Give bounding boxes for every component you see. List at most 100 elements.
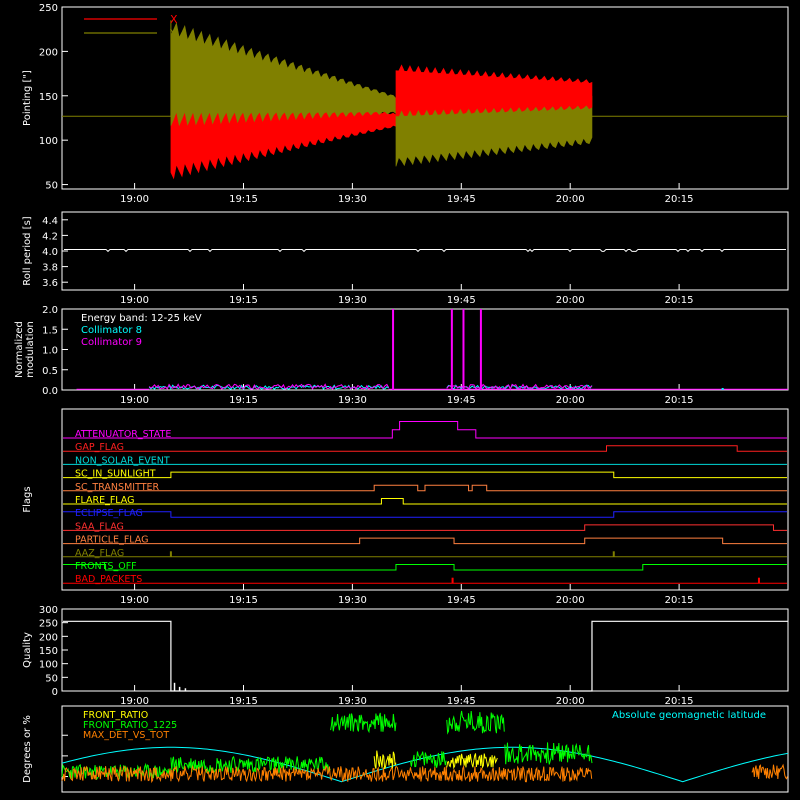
roll-xtick-label: 20:00 [556, 295, 585, 306]
roll-xtick-label: 19:15 [229, 295, 258, 306]
pointing-x-series [395, 64, 593, 117]
flag-line-sc_transmitter [63, 484, 787, 492]
quality-ytick-label: 0 [52, 687, 58, 698]
ratios-front-ratio-1225-series [446, 710, 505, 735]
ratios-front-ratio-1225-series [504, 742, 593, 765]
flag-label: SC_IN_SUNLIGHT [75, 469, 156, 480]
quality-ytick-label: 50 [45, 673, 58, 684]
ratios-annotation: Absolute geomagnetic latitude [612, 710, 766, 721]
pointing-legend-label: X [170, 13, 178, 26]
pointing-xtick-label: 19:30 [338, 194, 367, 205]
ratios-legend-label: MAX_DET_VS_TOT [83, 730, 169, 741]
quality-xtick-label: 19:00 [120, 696, 149, 707]
roll-ytick-label: 4.0 [42, 247, 58, 258]
flag-label: NON_SOLAR_EVENT [75, 455, 170, 466]
roll-xtick-label: 19:45 [447, 295, 476, 306]
modulation-xtick-label: 20:00 [556, 395, 585, 406]
modulation-xtick-label: 19:00 [120, 395, 149, 406]
pointing-ylabel: Pointing ["] [22, 70, 33, 126]
pointing-y-series [170, 22, 397, 127]
quality-series [63, 620, 788, 692]
flag-label: GAP_FLAG [75, 442, 124, 453]
modulation-ytick-label: 2.0 [42, 305, 58, 316]
flags-xtick-label: 20:15 [665, 595, 694, 606]
pointing-panel: 19:00 19:15 19:30 19:45 20:00 20:15 50 100 150 20… [22, 3, 789, 205]
modulation-collimator8-series [446, 384, 593, 390]
pointing-frame [61, 6, 789, 190]
flag-label: SC_TRANSMITTER [75, 482, 160, 493]
flags-panel: 19:00 19:15 19:30 19:45 20:00 20:15 Flags ATTEN… [22, 408, 789, 606]
modulation-xtick-label: 19:45 [447, 395, 476, 406]
flag-line-eclipse_flag [63, 511, 787, 518]
flag-label: BAD_PACKETS [75, 574, 142, 585]
ratios-max-det-series [751, 763, 788, 780]
pointing-ytick-label: 200 [39, 47, 58, 58]
quality-xtick-label: 19:30 [338, 696, 367, 707]
modulation-legend-label: Collimator 8 [81, 325, 142, 336]
flag-label: SAA_FLAG [75, 521, 124, 532]
flag-line-saa_flag [63, 524, 787, 531]
modulation-ytick-label: 1.0 [42, 346, 58, 357]
flag-label: ATTENUATOR_STATE [75, 429, 171, 440]
modulation-ytick-label: 0.5 [42, 366, 58, 377]
quality-xtick-label: 20:15 [665, 696, 694, 707]
modulation-collimator9-series [148, 383, 390, 390]
ratios-front-ratio-series [373, 750, 397, 769]
flags-xtick-label: 19:30 [338, 595, 367, 606]
quality-panel: 19:00 19:15 19:30 19:45 20:00 20:15 0 50 100 150 2… [22, 605, 789, 707]
modulation-annotation: Energy band: 12-25 keV [81, 313, 202, 324]
quality-xtick-label: 19:45 [447, 696, 476, 707]
roll-ylabel: Roll period [s] [22, 216, 33, 285]
modulation-ytick-label: 1.5 [42, 325, 58, 336]
roll-ytick-label: 4.4 [42, 216, 58, 227]
pointing-ytick-label: 50 [45, 181, 58, 192]
quality-ytick-label: 100 [39, 660, 58, 671]
ratios-front-ratio-1225-series [330, 712, 397, 734]
modulation-ylabel-line: Normalized [14, 321, 25, 378]
ratios-front-ratio-1225-series [170, 755, 331, 775]
flag-line-particle_flag [63, 537, 787, 545]
flag-line-gap_flag [63, 445, 787, 452]
pointing-xtick-label: 19:45 [447, 194, 476, 205]
flag-label: FRONTS_OFF [75, 561, 137, 572]
flags-xtick-label: 19:00 [120, 595, 149, 606]
flag-line-attenuator_state [63, 421, 787, 439]
flags-xtick-label: 19:15 [229, 595, 258, 606]
ratios-front-ratio-series [446, 753, 498, 770]
roll-xtick-label: 19:30 [338, 295, 367, 306]
modulation-ylabel: Normalizedmodulation [14, 321, 36, 378]
flag-label: FLARE_FLAG [75, 495, 135, 506]
flag-line-fronts_off [63, 564, 787, 571]
pointing-ytick-label: 100 [39, 136, 58, 147]
chart-panels: 19:00 19:15 19:30 19:45 20:00 20:15 50 100 150 20… [14, 3, 789, 793]
pointing-xtick-label: 20:15 [665, 194, 694, 205]
flags-xtick-label: 20:00 [556, 595, 585, 606]
flag-label: AAZ_FLAG [75, 548, 124, 559]
ratios-ylabel: Degrees or % [22, 715, 33, 783]
flag-label: ECLIPSE_FLAG [75, 508, 143, 519]
flags-ylabel: Flags [22, 486, 33, 512]
modulation-xtick-label: 20:15 [665, 395, 694, 406]
roll-ytick-label: 3.8 [42, 263, 58, 274]
roll-xtick-label: 20:15 [665, 295, 694, 306]
ratios-legend-label: FRONT_RATIO_1225 [83, 720, 177, 731]
roll-series [64, 248, 786, 253]
pointing-xtick-label: 20:00 [556, 194, 585, 205]
roll-ytick-label: 3.6 [42, 278, 58, 289]
quality-xtick-label: 19:15 [229, 696, 258, 707]
roll-ytick-label: 4.2 [42, 231, 58, 242]
pointing-xtick-label: 19:15 [229, 194, 258, 205]
roll-panel: 19:00 19:15 19:30 19:45 20:00 20:15 3.6 3.8 4.0 4… [22, 211, 789, 306]
modulation-xtick-label: 19:15 [229, 395, 258, 406]
quality-ytick-label: 250 [39, 619, 58, 630]
flag-line-sc_in_sunlight [63, 471, 787, 479]
flag-line-flare_flag [63, 498, 787, 505]
ratios-max-det-series [61, 764, 593, 784]
flag-label: PARTICLE_FLAG [75, 535, 148, 546]
quality-ytick-label: 150 [39, 646, 58, 657]
modulation-collimator8-series [148, 384, 389, 391]
quality-ytick-label: 200 [39, 632, 58, 643]
modulation-panel: 19:00 19:15 19:30 19:45 20:00 20:15 0.0 0.5 1.0 1… [14, 305, 789, 406]
pointing-xtick-label: 19:00 [120, 194, 149, 205]
